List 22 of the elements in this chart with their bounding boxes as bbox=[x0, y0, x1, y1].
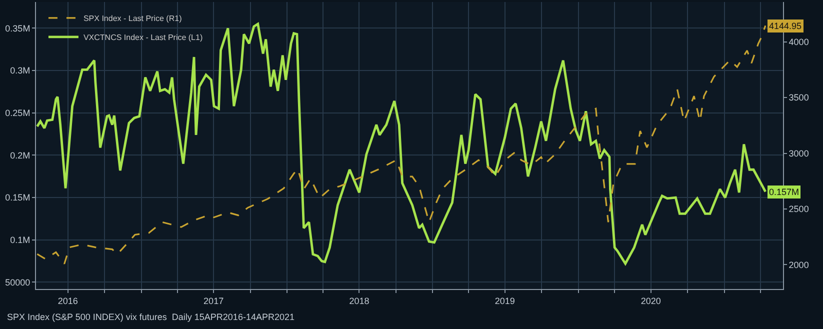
x-tick-label: 2019 bbox=[494, 296, 515, 306]
x-tick-label: 2020 bbox=[640, 296, 661, 306]
data-label: 4144.95 bbox=[769, 21, 802, 31]
x-tick-label: 2018 bbox=[349, 296, 370, 306]
x-tick-label: 2016 bbox=[58, 296, 78, 306]
y-tick-label: 0.25M bbox=[5, 108, 30, 118]
data-label: 0.157M bbox=[769, 187, 800, 197]
y2-tick-label: 3500 bbox=[788, 92, 809, 103]
y-tick-label: 0.3M bbox=[10, 66, 30, 76]
y-tick-label: 0.35M bbox=[5, 23, 30, 34]
y-tick-label: 0.1M bbox=[10, 235, 30, 246]
x-tick-label: 2017 bbox=[204, 296, 224, 306]
y2-tick-label: 3000 bbox=[788, 148, 809, 158]
y-tick-label: 0.15M bbox=[5, 192, 30, 203]
y2-tick-label: 2500 bbox=[788, 204, 809, 214]
y2-tick-label: 4000 bbox=[788, 36, 809, 47]
y2-tick-label: 2000 bbox=[788, 260, 809, 270]
y-tick-label: 50000 bbox=[5, 277, 30, 288]
y-tick-label: 0.2M bbox=[10, 150, 30, 160]
legend-label: VXCTNCS Index - Last Price (L1) bbox=[83, 33, 203, 42]
legend-label: SPX Index - Last Price (R1) bbox=[83, 14, 182, 24]
text: SPX Index (S&P 500 INDEX) vix futures Daily 15APR2016-14APR2021 bbox=[7, 312, 294, 322]
